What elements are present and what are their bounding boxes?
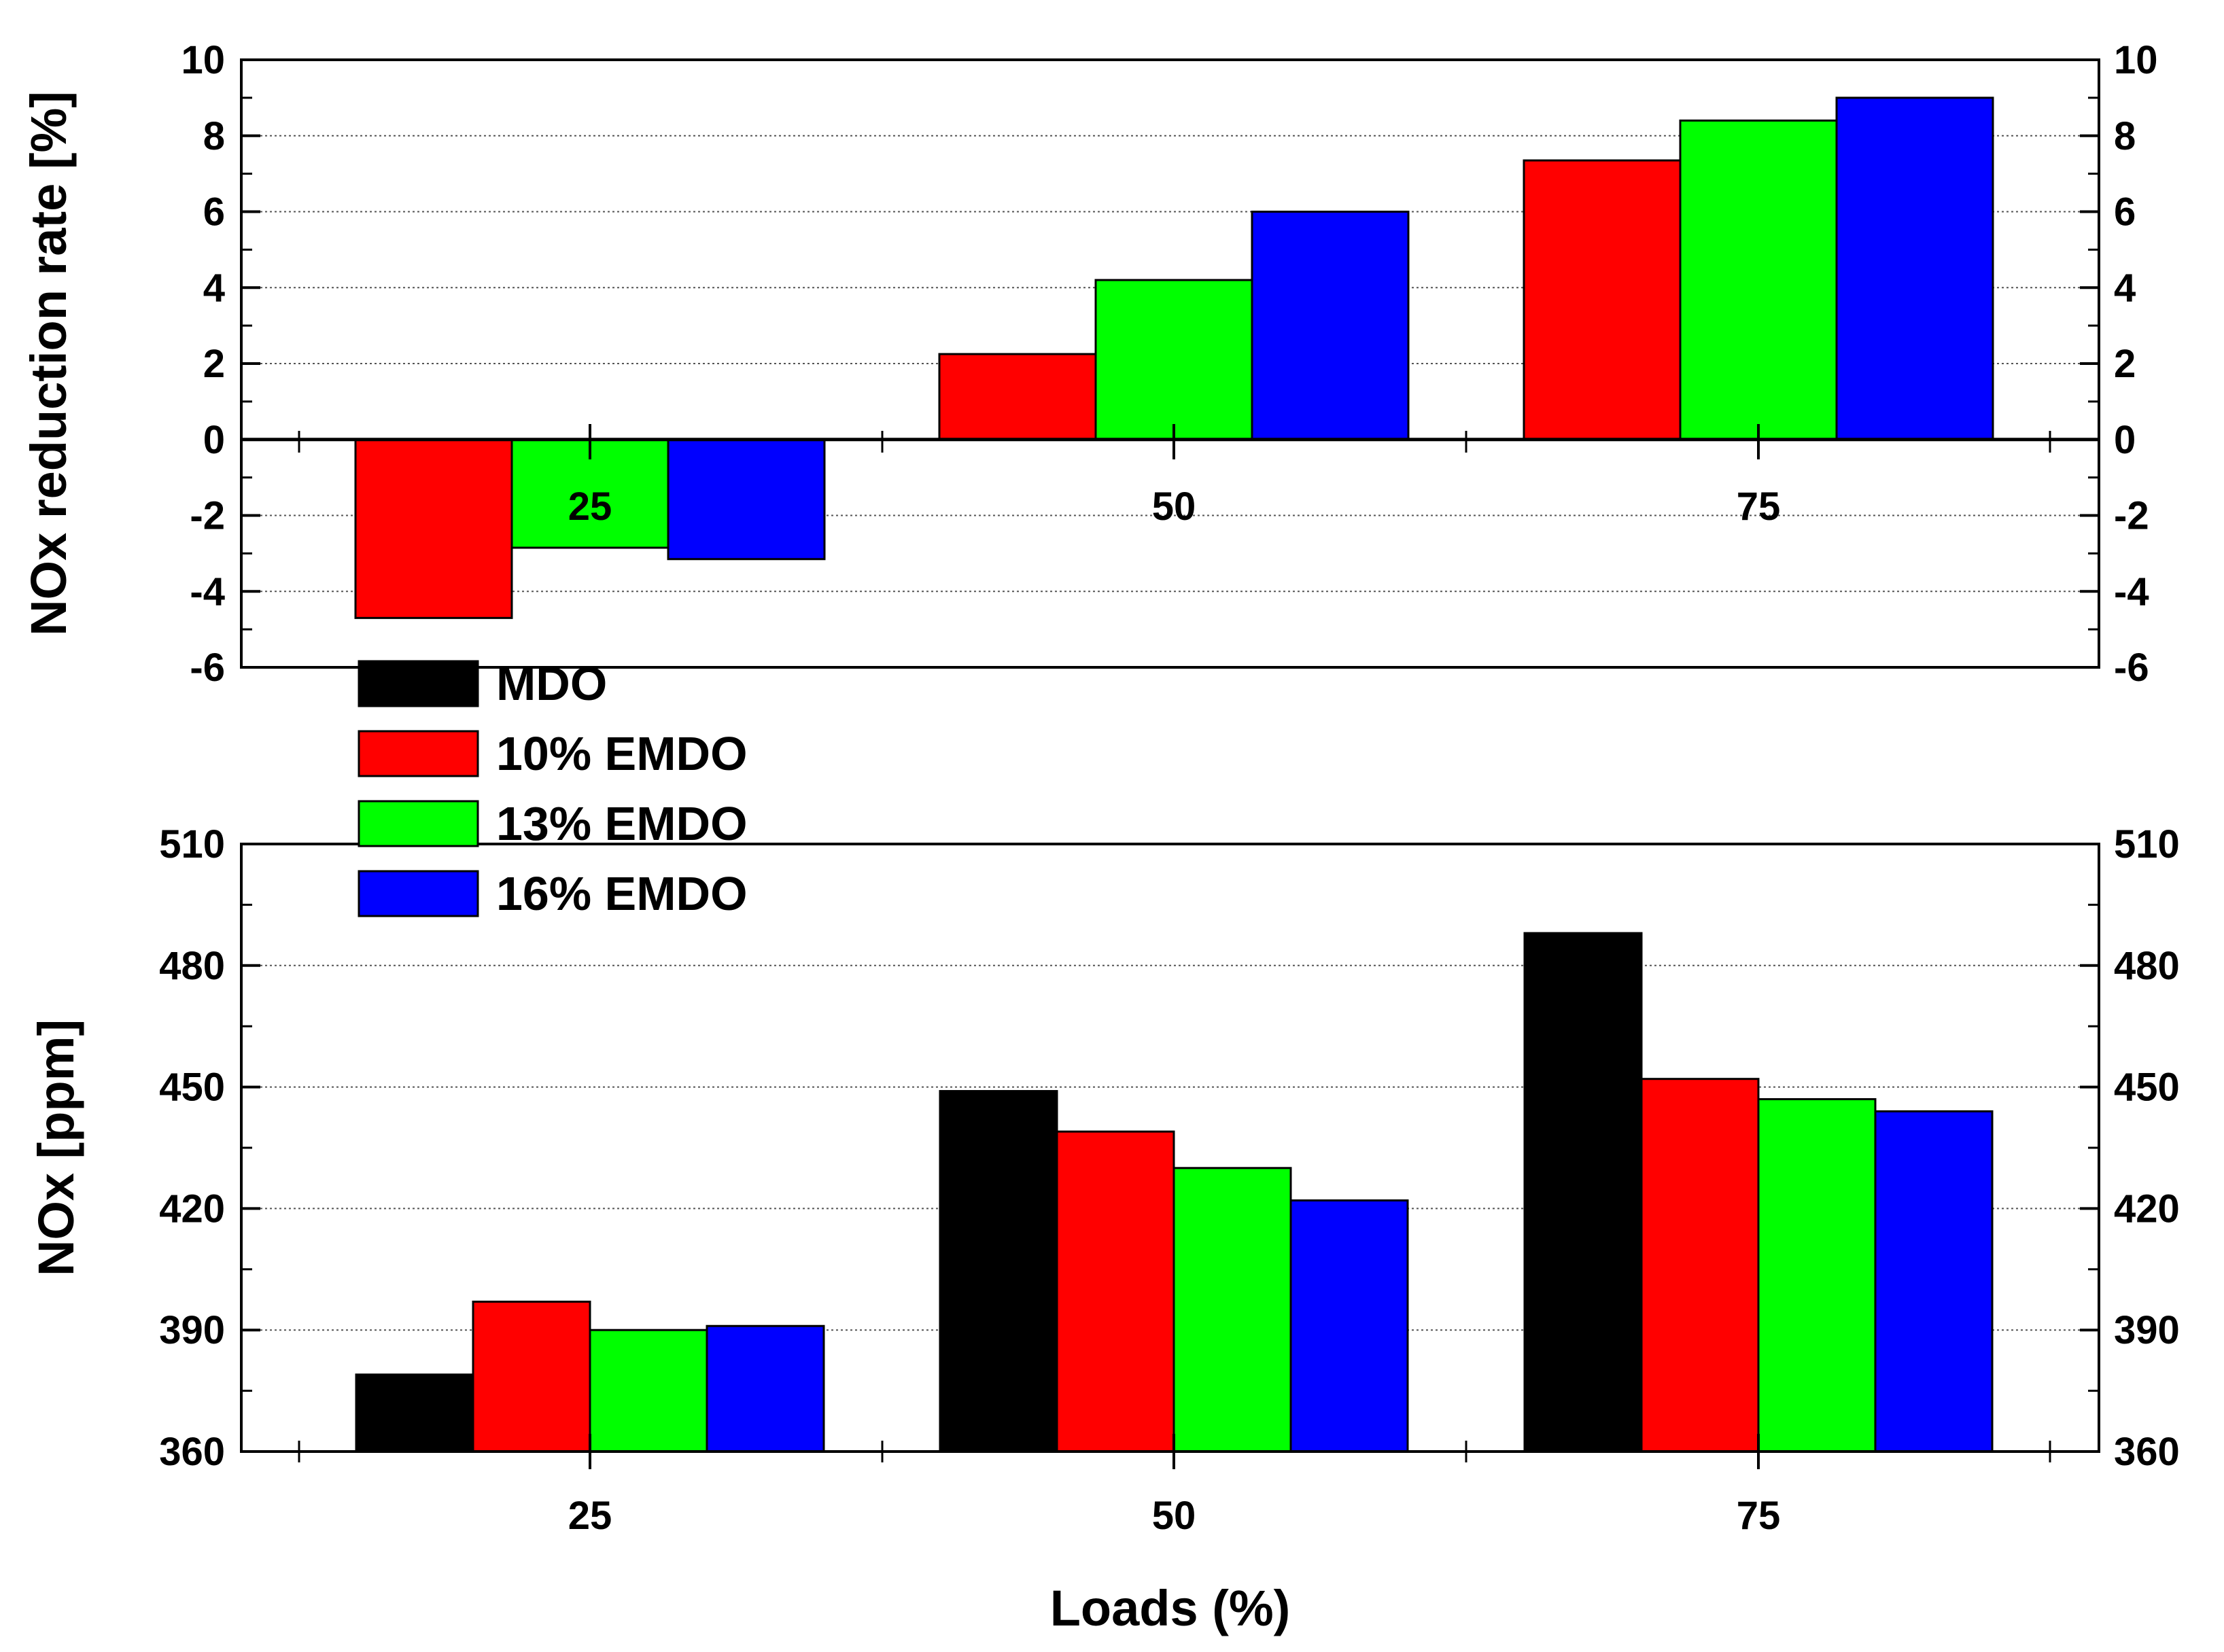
y-tick-label-right: 6 xyxy=(2114,190,2136,234)
y-tick-label-left: 2 xyxy=(203,342,225,386)
bar-16pct-emdo-25 xyxy=(706,1324,825,1453)
x-axis-title: Loads (%) xyxy=(1050,1580,1291,1636)
y-tick-label-right: 4 xyxy=(2114,266,2136,310)
y-tick-label-left: -4 xyxy=(190,569,225,614)
bar-16pct-emdo-50 xyxy=(1289,1199,1409,1453)
y-tick-label-left: 4 xyxy=(203,266,225,310)
y-tick-label-left: -6 xyxy=(190,646,225,690)
bar-10pct-emdo-50 xyxy=(1056,1130,1175,1453)
x-tick-label: 25 xyxy=(568,485,612,529)
y-tick-label-right: 390 xyxy=(2114,1308,2180,1352)
legend-swatch-10pct-emdo xyxy=(358,730,479,777)
bar-13pct-emdo-75 xyxy=(1679,119,1838,441)
bar-10pct-emdo-50 xyxy=(938,353,1097,441)
y-tick-label-right: 360 xyxy=(2114,1430,2180,1474)
y-tick-label-right: 450 xyxy=(2114,1066,2180,1110)
legend-swatch-13pct-emdo xyxy=(358,800,479,847)
y-tick-label-left: 390 xyxy=(159,1308,225,1352)
y-tick-label-left: 360 xyxy=(159,1430,225,1474)
bar-16pct-emdo-75 xyxy=(1874,1110,1994,1453)
y-tick-label-right: 0 xyxy=(2114,418,2136,462)
y-tick-label-right: -6 xyxy=(2114,646,2149,690)
y-tick-label-right: 10 xyxy=(2114,38,2158,82)
x-tick-label: 25 xyxy=(568,1494,612,1538)
y-tick-label-right: 2 xyxy=(2114,342,2136,386)
x-tick-label: 75 xyxy=(1737,485,1781,529)
legend-swatch-16pct-emdo xyxy=(358,870,479,917)
bar-10pct-emdo-25 xyxy=(354,438,513,619)
bar-mdo-75 xyxy=(1523,932,1643,1453)
y-tick-label-left: 420 xyxy=(159,1187,225,1231)
legend: MDO 10% EMDO 13% EMDO 16% EMDO xyxy=(358,657,748,920)
top-panel: -6 -6 -4 -4 -2 -2 0 0 2 2 4 4 6 6 8 8 10 10 25 50 75 NOx redu… xyxy=(20,38,2158,690)
bar-10pct-emdo-75 xyxy=(1640,1078,1760,1453)
bar-16pct-emdo-25 xyxy=(667,438,826,561)
bar-mdo-50 xyxy=(939,1090,1058,1453)
y-tick-label-left: 8 xyxy=(203,114,225,158)
y-tick-label-right: 480 xyxy=(2114,944,2180,988)
bar-13pct-emdo-75 xyxy=(1757,1097,1877,1453)
y-tick-label-left: 0 xyxy=(203,418,225,462)
y-tick-label-left: 10 xyxy=(181,38,225,82)
bar-16pct-emdo-75 xyxy=(1835,96,1994,441)
y-tick-label-right: 420 xyxy=(2114,1187,2180,1231)
legend-label-13pct-emdo: 13% EMDO xyxy=(496,797,748,850)
y-tick-label-left: 510 xyxy=(159,822,225,866)
y-tick-label-left: 480 xyxy=(159,944,225,988)
y-tick-label-right: 8 xyxy=(2114,114,2136,158)
y-tick-label-right: -2 xyxy=(2114,494,2149,538)
bottom-panel: 360 360 390 390 420 420 450 450 480 480 510 510 25 50… xyxy=(28,822,2180,1636)
y-axis-title: NOx [ppm] xyxy=(28,1019,84,1276)
y-tick-label-right: 510 xyxy=(2114,822,2180,866)
x-tick-label: 50 xyxy=(1152,485,1196,529)
x-tick-label: 50 xyxy=(1152,1494,1196,1538)
bar-13pct-emdo-50 xyxy=(1094,279,1253,441)
y-axis-title: NOx reduction rate [%] xyxy=(20,91,77,636)
y-tick-label-left: 6 xyxy=(203,190,225,234)
legend-swatch-mdo xyxy=(358,660,479,707)
bar-13pct-emdo-25 xyxy=(589,1329,708,1453)
y-tick-label-left: -2 xyxy=(190,494,225,538)
legend-label-10pct-emdo: 10% EMDO xyxy=(496,727,748,780)
bar-10pct-emdo-25 xyxy=(472,1300,591,1453)
bar-13pct-emdo-50 xyxy=(1172,1167,1292,1453)
bar-16pct-emdo-50 xyxy=(1251,211,1410,441)
legend-label-16pct-emdo: 16% EMDO xyxy=(496,867,748,920)
bar-mdo-25 xyxy=(355,1373,474,1453)
x-tick-label: 75 xyxy=(1737,1494,1781,1538)
bar-10pct-emdo-75 xyxy=(1523,159,1682,441)
y-tick-label-left: 450 xyxy=(159,1066,225,1110)
y-tick-label-right: -4 xyxy=(2114,569,2149,614)
legend-label-mdo: MDO xyxy=(496,657,607,710)
